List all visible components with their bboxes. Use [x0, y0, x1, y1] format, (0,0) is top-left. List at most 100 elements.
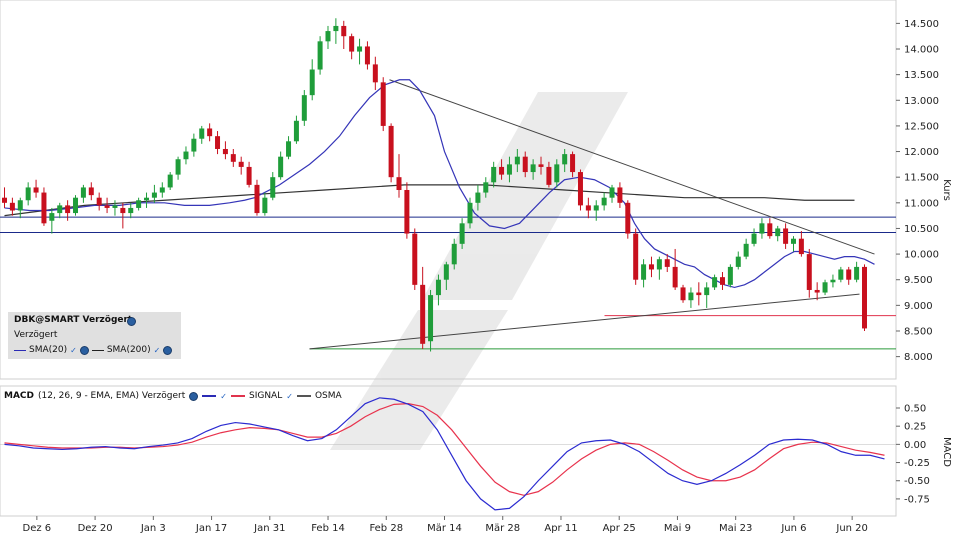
candle-body [301, 95, 307, 121]
candle-body [593, 205, 599, 211]
candle-body [806, 254, 812, 290]
price-tick-label: 11.500 [904, 173, 939, 184]
candle-body [357, 46, 363, 52]
price-tick-label: 8.000 [904, 352, 933, 363]
x-tick-label: Apr 11 [544, 523, 577, 534]
check-icon[interactable]: ✓ [70, 345, 77, 355]
price-panel-frame [0, 0, 897, 380]
x-tick-label: Mär 28 [485, 523, 520, 534]
candle-body [570, 154, 576, 173]
candle-body [183, 151, 189, 160]
candle-body [230, 154, 236, 162]
candle-body [712, 277, 718, 288]
candle-body [412, 233, 418, 285]
candle-body [388, 125, 394, 178]
candle-body [215, 136, 221, 149]
candle-body [617, 187, 623, 203]
x-tick-label: Jan 17 [195, 523, 227, 534]
x-tick-label: Dez 20 [78, 523, 113, 534]
candle-body [451, 243, 457, 265]
candle-body [459, 223, 465, 244]
candle-body [862, 266, 867, 329]
candle-body [790, 238, 796, 244]
macd-tick-label: -0.75 [904, 494, 930, 505]
candle-body [577, 172, 583, 206]
candle-body [641, 264, 647, 280]
candle-body [2, 197, 7, 203]
candle-body [317, 41, 323, 70]
price-tick-label: 14.000 [904, 45, 939, 56]
legend-symbol: DBK@SMART Verzögert [14, 315, 133, 325]
trend-line [389, 79, 875, 255]
candle-body [562, 154, 568, 165]
candle-body [719, 277, 725, 285]
macd-axis-label: MACD [941, 437, 952, 467]
candle-body [175, 159, 181, 175]
macd-params: (12, 26, 9 - EMA, EMA) Verzögert [38, 391, 186, 401]
candle-body [293, 120, 299, 142]
price-axis-label: Kurs [941, 179, 952, 201]
macd-tick-label: 0.00 [904, 440, 926, 451]
globe-icon[interactable] [79, 345, 89, 355]
price-tick-label: 13.000 [904, 96, 939, 107]
check-icon[interactable]: ✓ [220, 391, 227, 401]
candle-body [830, 279, 836, 283]
price-tick-label: 11.000 [904, 198, 939, 209]
candle-body [783, 228, 789, 244]
candle-body [443, 264, 449, 280]
candle-body [25, 187, 31, 201]
candle-body [554, 164, 560, 183]
candle-body [530, 164, 536, 173]
candle-body [767, 223, 773, 237]
price-panel [0, 18, 896, 352]
price-tick-label: 13.500 [904, 70, 939, 81]
macd-line [4, 397, 885, 511]
candle-body [499, 166, 505, 175]
candle-body [207, 128, 213, 137]
macd-legend: MACD (12, 26, 9 - EMA, EMA) Verzögert ✓ … [4, 391, 342, 401]
candle-body [396, 177, 402, 190]
candle-body [128, 207, 134, 214]
globe-icon[interactable] [163, 345, 173, 355]
candle-body [254, 184, 260, 214]
candle-body [17, 200, 23, 211]
candle-body [601, 197, 607, 206]
candle-body [672, 266, 678, 288]
candle-body [625, 202, 631, 234]
candle-body [435, 279, 441, 296]
sma20-line [4, 79, 875, 289]
candle-body [364, 46, 370, 65]
candle-body [333, 25, 339, 32]
check-icon[interactable]: ✓ [286, 391, 293, 401]
x-tick-label: Jan 3 [140, 523, 166, 534]
price-tick-label: 10.500 [904, 224, 939, 235]
candle-body [743, 243, 749, 257]
candle-body [372, 64, 378, 83]
price-tick-label: 12.500 [904, 121, 939, 132]
candle-body [151, 192, 157, 198]
candle-body [57, 205, 63, 214]
macd-name: MACD [4, 391, 34, 401]
globe-icon[interactable] [127, 317, 136, 326]
macd-tick-label: -0.25 [904, 458, 930, 469]
candle-body [727, 266, 733, 285]
candle-body [309, 69, 315, 96]
candle-body [467, 202, 473, 224]
watermark-logo [330, 92, 628, 450]
signal-line [4, 403, 885, 496]
legend-signal: SIGNAL [248, 391, 283, 401]
globe-icon[interactable] [189, 391, 199, 401]
check-icon[interactable]: ✓ [153, 345, 161, 355]
signal-swatch [230, 395, 245, 397]
macd-panel [0, 397, 896, 511]
candle-body [104, 205, 110, 208]
legend-osma: OSMA [314, 391, 342, 401]
candle-body [680, 287, 686, 301]
candle-body [380, 82, 386, 126]
legend-sma200: SMA(200) [106, 345, 151, 355]
candle-body [80, 187, 86, 198]
candle-body [648, 264, 654, 270]
candle-body [420, 284, 426, 344]
candle-body [404, 190, 410, 234]
